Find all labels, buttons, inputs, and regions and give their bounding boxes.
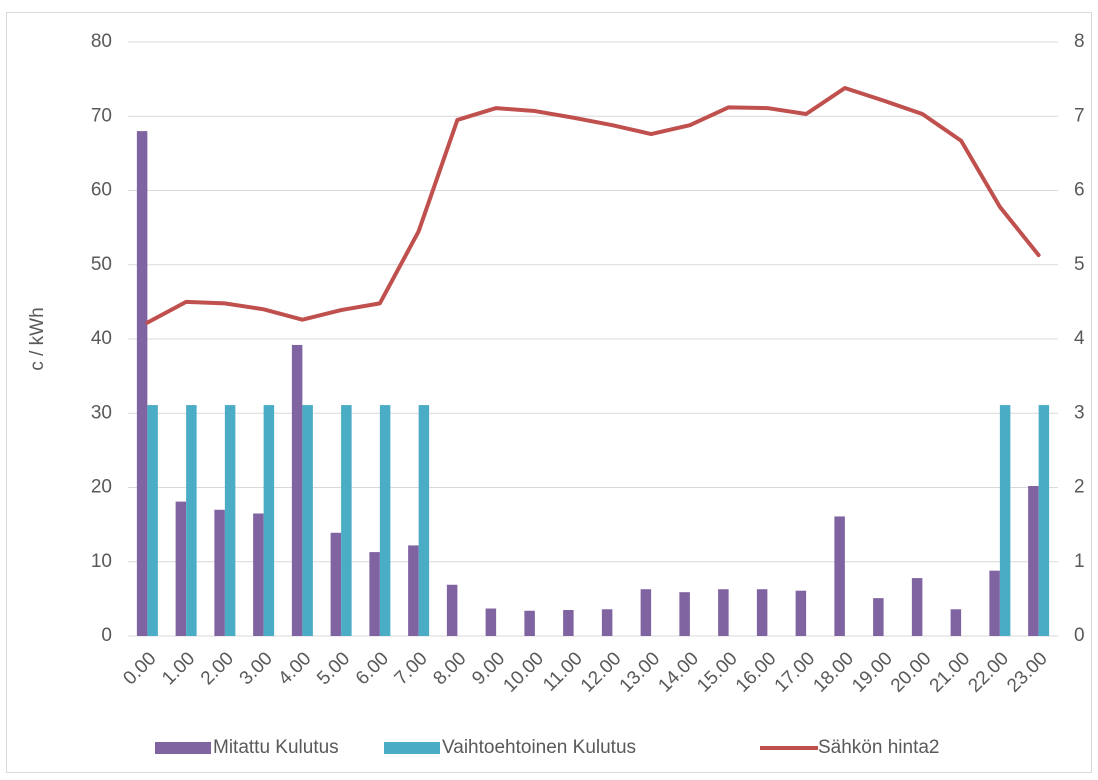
bar [999,405,1011,636]
bar [524,610,535,636]
y2-tick-label: 6 [1074,180,1085,201]
y2-tick-label: 2 [1074,477,1085,498]
y2-tick-label: 7 [1074,105,1085,126]
y-tick-label: 80 [91,31,112,52]
bar [485,608,497,636]
bar [446,584,458,636]
legend-label: Mitattu Kulutus [213,737,339,758]
bar [147,405,158,636]
y-axis-label: c / kWh [27,307,48,370]
bar [418,405,430,636]
bar [302,405,313,636]
line [145,86,1041,325]
bar [1028,486,1039,636]
bar [214,509,225,636]
y2-tick-label: 1 [1074,551,1085,572]
bar [756,589,768,636]
bar [718,589,729,636]
bar [175,501,187,636]
legend-swatch [155,742,211,754]
y-tick-label: 60 [91,180,112,201]
y-tick-label: 50 [91,254,112,275]
bar [136,131,148,636]
bar [563,610,574,636]
y2-tick-label: 3 [1074,402,1085,423]
y-tick-label: 20 [91,477,112,498]
bar [795,590,807,636]
y2-tick-label: 8 [1074,31,1085,52]
legend-label: Sähkön hinta2 [818,737,940,758]
bar [873,598,884,636]
bar [369,552,380,636]
bar [601,609,613,636]
y-tick-label: 0 [101,625,112,646]
bar [834,516,845,636]
bar [341,405,352,636]
y-tick-label: 40 [91,328,112,349]
bar [989,570,1000,636]
bar [640,589,652,636]
bar [911,578,923,636]
bar [408,545,419,636]
bar [291,344,303,636]
bar [1038,405,1050,636]
y2-tick-label: 5 [1074,254,1085,275]
y-tick-label: 30 [91,402,112,423]
bar [379,405,391,636]
legend-swatch [384,742,440,754]
y2-tick-label: 4 [1074,328,1085,349]
bar [186,405,197,636]
bar [224,405,236,636]
bar [679,592,690,636]
bar [950,609,962,636]
y-tick-label: 70 [91,105,112,126]
bar [330,532,342,636]
chart-border [6,12,1092,773]
legend-label: Vaihtoehtoinen Kulutus [442,737,636,758]
bar [263,405,275,636]
y2-tick-label: 0 [1074,625,1085,646]
bar [253,513,264,636]
y-tick-label: 10 [91,551,112,572]
